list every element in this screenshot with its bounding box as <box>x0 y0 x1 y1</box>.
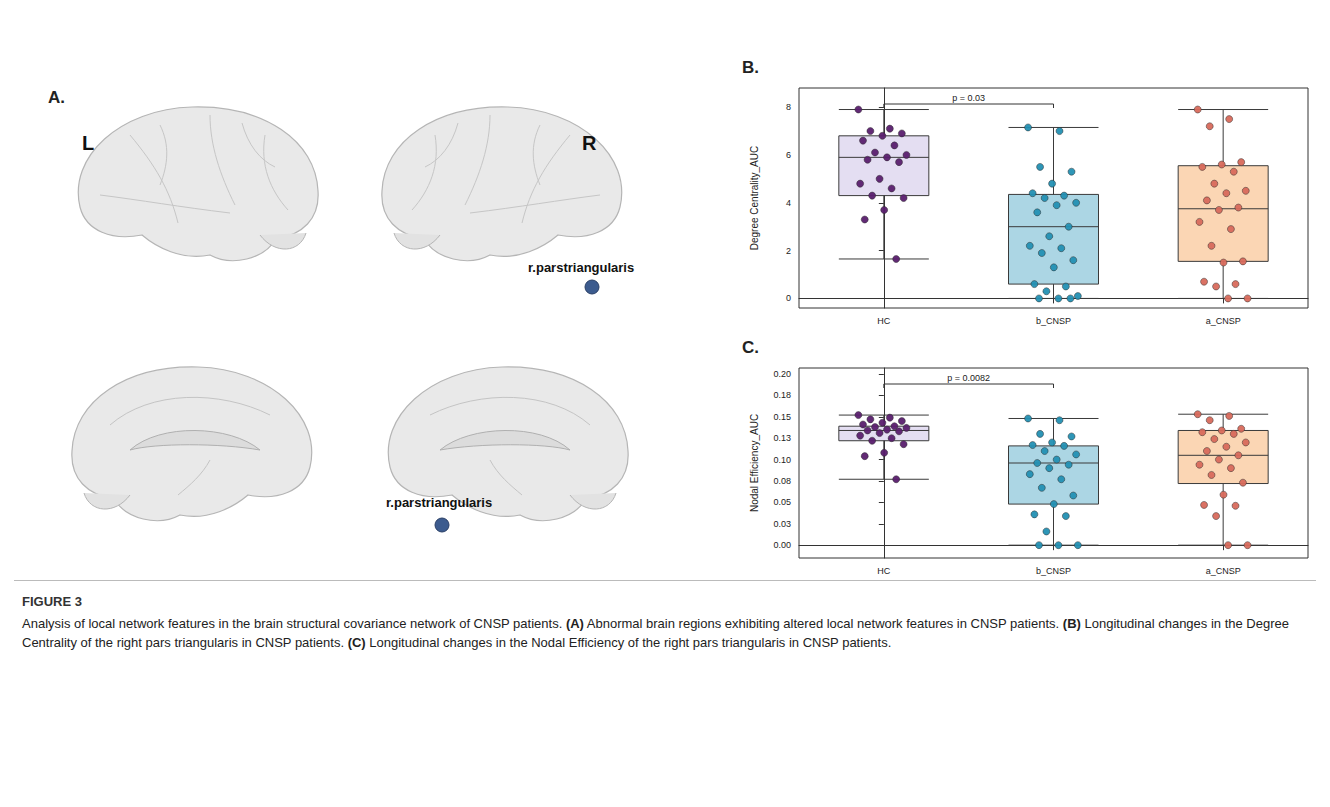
svg-text:0.05: 0.05 <box>773 497 791 507</box>
svg-text:0.00: 0.00 <box>773 540 791 550</box>
svg-text:0.20: 0.20 <box>773 369 791 379</box>
html-text:A.: A. <box>48 88 65 107</box>
svg-text:0.15: 0.15 <box>773 412 791 422</box>
svg-text:0: 0 <box>786 293 791 303</box>
html-text:C.: C. <box>742 338 759 357</box>
html-text:Analysis of local network feat: Analysis of local network features in th… <box>22 616 1289 650</box>
svg-text:r.parstriangularis: r.parstriangularis <box>528 260 634 275</box>
svg-text:HC: HC <box>877 566 890 576</box>
svg-text:0.18: 0.18 <box>773 390 791 400</box>
svg-text:Nodal Efficiency_AUC: Nodal Efficiency_AUC <box>749 414 760 512</box>
svg-text:Degree Centrality_AUC: Degree Centrality_AUC <box>749 146 760 251</box>
html-text:FIGURE 3: FIGURE 3 <box>22 594 82 609</box>
svg-text:HC: HC <box>877 316 890 326</box>
svg-text:8: 8 <box>786 102 791 112</box>
svg-text:0.03: 0.03 <box>773 519 791 529</box>
svg-text:6: 6 <box>786 150 791 160</box>
svg-text:b_CNSP: b_CNSP <box>1036 316 1071 326</box>
svg-text:a_CNSP: a_CNSP <box>1206 566 1241 576</box>
svg-text:2: 2 <box>786 246 791 256</box>
svg-text:p = 0.0082: p = 0.0082 <box>947 373 990 383</box>
svg-text:4: 4 <box>786 198 791 208</box>
svg-text:a_CNSP: a_CNSP <box>1206 316 1241 326</box>
svg-text:b_CNSP: b_CNSP <box>1036 566 1071 576</box>
svg-text:R: R <box>582 132 597 154</box>
svg-text:p = 0.03: p = 0.03 <box>952 93 985 103</box>
html-text:B.: B. <box>742 58 759 77</box>
svg-text:0.10: 0.10 <box>773 455 791 465</box>
svg-text:0.08: 0.08 <box>773 476 791 486</box>
svg-text:0.13: 0.13 <box>773 433 791 443</box>
svg-text:L: L <box>82 132 94 154</box>
svg-text:r.parstriangularis: r.parstriangularis <box>386 495 492 510</box>
